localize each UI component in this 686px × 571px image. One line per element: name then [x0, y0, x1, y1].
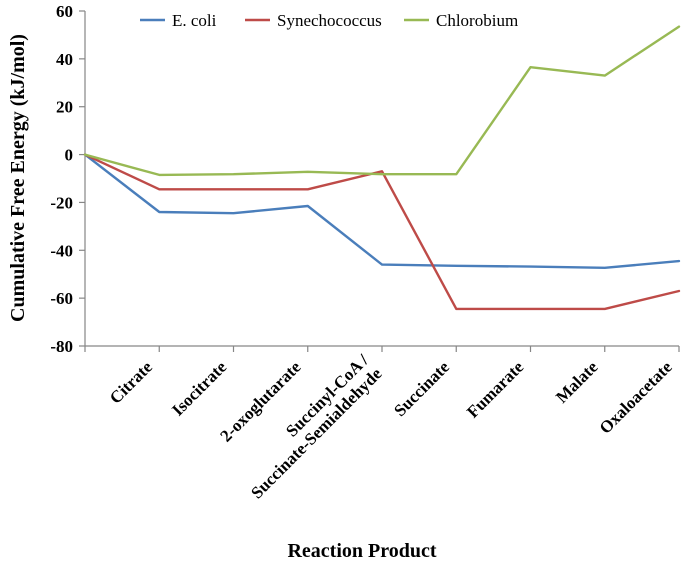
y-tick-label: -20 — [50, 193, 73, 212]
y-tick-label: 40 — [56, 50, 73, 69]
x-category-label: Citrate — [106, 357, 156, 407]
y-tick-label: -80 — [50, 337, 73, 356]
x-category-label: Succinate — [390, 357, 453, 420]
y-tick-label: 0 — [65, 146, 74, 165]
series-line-e-coli — [83, 153, 681, 269]
y-tick-label: -60 — [50, 289, 73, 308]
legend: E. coli Synechococcus Chlorobium — [140, 11, 518, 30]
series-lines — [83, 25, 681, 311]
legend-label: E. coli — [172, 11, 217, 30]
x-category-label: Isocitrate — [168, 357, 230, 419]
x-category-label: Fumarate — [463, 357, 527, 421]
x-category-label: Oxaloacetate — [596, 357, 677, 438]
x-axis-title: Reaction Product — [287, 540, 436, 562]
x-category-label: Succinyl-CoA /Succinate-Semialdehyde — [234, 350, 386, 502]
x-category-label: Malate — [552, 357, 602, 407]
series-line-synechococcus — [83, 153, 681, 311]
legend-label: Synechococcus — [277, 11, 382, 30]
y-tick-label: 20 — [56, 98, 73, 117]
y-tick-label: -40 — [50, 241, 73, 260]
legend-label: Chlorobium — [436, 11, 518, 30]
y-axis-title: Cumulative Free Energy (kJ/mol) — [7, 34, 29, 322]
y-tick-label: 60 — [56, 2, 73, 21]
series-line-chlorobium — [83, 25, 681, 177]
